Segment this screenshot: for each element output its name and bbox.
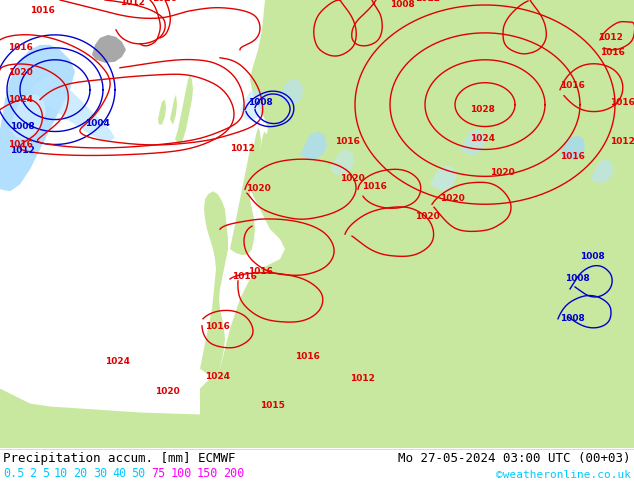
Text: 1016: 1016 <box>610 98 634 107</box>
Text: 1020: 1020 <box>8 68 33 77</box>
Text: 1008: 1008 <box>560 314 585 323</box>
Polygon shape <box>200 0 634 448</box>
Polygon shape <box>30 75 115 142</box>
Text: 1008: 1008 <box>248 98 273 107</box>
Polygon shape <box>590 159 613 183</box>
Text: 1028: 1028 <box>470 104 495 114</box>
Text: 1012: 1012 <box>415 0 440 3</box>
Text: 1008: 1008 <box>580 252 605 261</box>
Polygon shape <box>430 166 456 191</box>
Text: Precipitation accum. [mm] ECMWF: Precipitation accum. [mm] ECMWF <box>3 452 235 466</box>
Polygon shape <box>240 90 265 120</box>
Polygon shape <box>266 129 275 194</box>
Polygon shape <box>290 0 634 448</box>
Text: 5: 5 <box>42 467 49 480</box>
Polygon shape <box>258 131 268 167</box>
Polygon shape <box>230 142 255 255</box>
Text: 150: 150 <box>197 467 218 480</box>
Polygon shape <box>460 129 485 155</box>
Text: 1016: 1016 <box>30 6 55 15</box>
Text: 2: 2 <box>30 467 37 480</box>
Polygon shape <box>280 80 303 103</box>
Polygon shape <box>278 0 330 199</box>
Polygon shape <box>170 95 177 124</box>
Polygon shape <box>0 45 75 191</box>
Text: 1016: 1016 <box>232 272 257 281</box>
Polygon shape <box>92 35 126 63</box>
Polygon shape <box>368 247 448 267</box>
Text: 1020: 1020 <box>155 387 180 395</box>
Polygon shape <box>337 30 356 90</box>
Text: ©weatheronline.co.uk: ©weatheronline.co.uk <box>496 470 631 480</box>
Text: 30: 30 <box>93 467 107 480</box>
Text: 1012: 1012 <box>230 145 255 153</box>
Text: 1020: 1020 <box>575 0 600 2</box>
Text: 1015: 1015 <box>260 401 285 411</box>
Text: 1016: 1016 <box>600 48 625 57</box>
Text: 50: 50 <box>132 467 146 480</box>
Text: 1016: 1016 <box>560 152 585 161</box>
Text: 1016: 1016 <box>335 138 360 147</box>
Text: 200: 200 <box>224 467 245 480</box>
Text: 1020: 1020 <box>490 169 515 177</box>
Text: 1012: 1012 <box>350 373 375 383</box>
Text: 1016: 1016 <box>248 267 273 276</box>
Text: Mo 27-05-2024 03:00 UTC (00+03): Mo 27-05-2024 03:00 UTC (00+03) <box>399 452 631 466</box>
Text: 1016: 1016 <box>600 0 625 2</box>
Polygon shape <box>315 209 325 251</box>
Text: 1008: 1008 <box>10 122 35 131</box>
Text: 1020: 1020 <box>246 184 271 193</box>
Text: 1016: 1016 <box>8 141 33 149</box>
Polygon shape <box>440 287 545 307</box>
Text: 1016: 1016 <box>295 352 320 361</box>
Polygon shape <box>10 95 46 140</box>
Text: 1024: 1024 <box>470 134 495 144</box>
Text: 1012: 1012 <box>120 0 145 7</box>
Text: 1016: 1016 <box>152 0 177 3</box>
Text: 1016: 1016 <box>362 182 387 191</box>
Text: 75: 75 <box>151 467 165 480</box>
Polygon shape <box>0 389 634 448</box>
Text: 1004: 1004 <box>85 119 110 127</box>
Text: 1016: 1016 <box>560 81 585 90</box>
Text: 0.5: 0.5 <box>3 467 24 480</box>
Polygon shape <box>252 127 261 161</box>
Text: 1016: 1016 <box>205 322 230 331</box>
Text: 20: 20 <box>74 467 87 480</box>
Text: 1012: 1012 <box>610 138 634 147</box>
Polygon shape <box>300 131 327 159</box>
Text: 1008: 1008 <box>565 274 590 283</box>
Text: 1020: 1020 <box>415 212 440 221</box>
Text: 40: 40 <box>112 467 126 480</box>
Text: 1016: 1016 <box>8 43 33 52</box>
Polygon shape <box>560 136 585 160</box>
Text: 100: 100 <box>171 467 191 480</box>
Polygon shape <box>175 75 193 145</box>
Polygon shape <box>200 191 228 375</box>
Text: 1008: 1008 <box>390 0 415 9</box>
Text: 1020: 1020 <box>440 194 465 203</box>
Text: 10: 10 <box>54 467 68 480</box>
Polygon shape <box>158 99 166 124</box>
Text: 1024: 1024 <box>105 357 130 366</box>
Text: 1024: 1024 <box>8 95 33 103</box>
Text: 1024: 1024 <box>205 371 230 381</box>
Text: 1020: 1020 <box>340 174 365 183</box>
Text: 1012: 1012 <box>598 33 623 42</box>
Polygon shape <box>330 149 354 175</box>
Text: 1012: 1012 <box>10 146 35 155</box>
